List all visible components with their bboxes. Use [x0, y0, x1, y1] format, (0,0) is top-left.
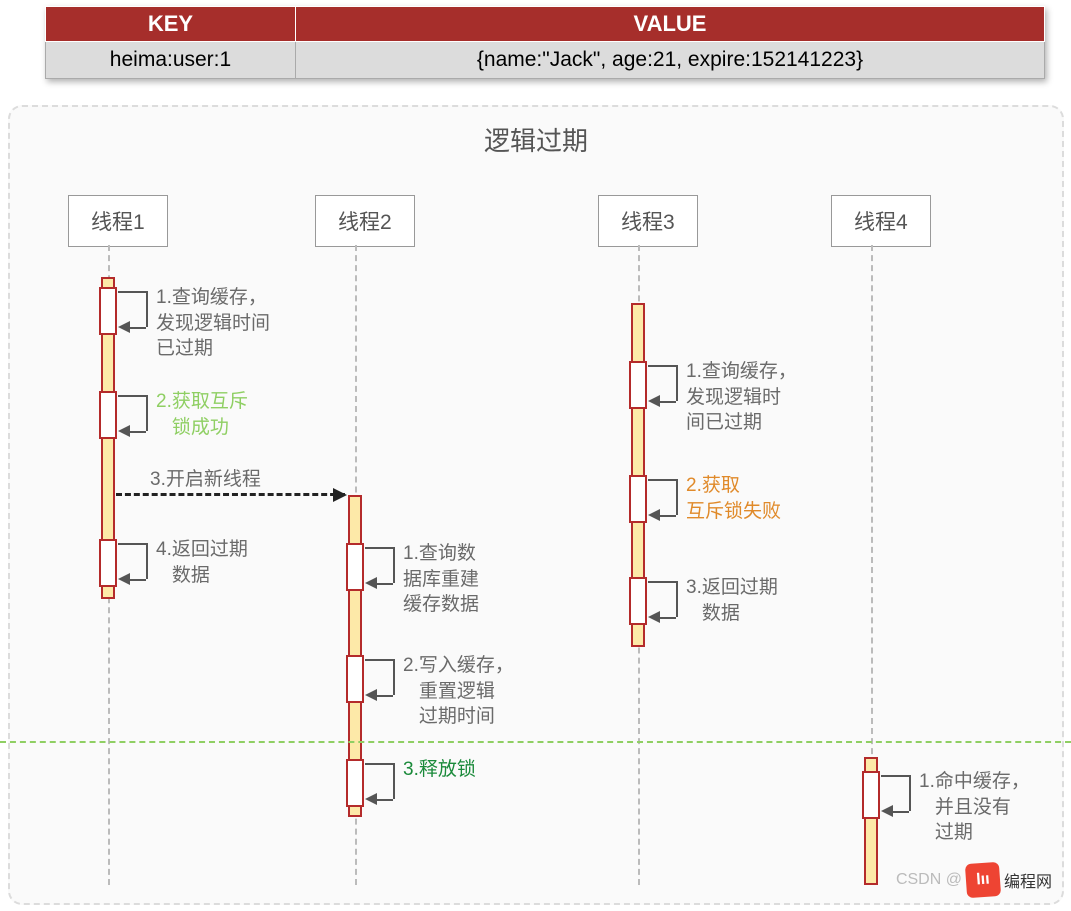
exec-box — [862, 771, 880, 819]
sequence-diagram: 逻辑过期 线程1 线程2 线程3 线程4 1.查询缓存， 发现逻辑时间 已过期 2.获取互… — [8, 105, 1064, 905]
exec-box — [99, 391, 117, 439]
step-label: 2.获取 互斥锁失败 — [686, 473, 781, 524]
step-label: 3.释放锁 — [403, 757, 476, 783]
thread-header-t3: 线程3 — [598, 195, 698, 247]
diagram-title: 逻辑过期 — [10, 107, 1062, 158]
kv-table: KEY VALUE heima:user:1 {name:"Jack", age… — [45, 6, 1045, 79]
exec-box — [629, 577, 647, 625]
watermark: CSDN @ lıı 编程网 — [896, 863, 1052, 897]
step-label: 1.查询缓存， 发现逻辑时 间已过期 — [686, 359, 797, 436]
exec-box — [629, 361, 647, 409]
exec-box — [346, 655, 364, 703]
step-label: 1.命中缓存， 并且没有 过期 — [919, 769, 1030, 846]
logo-icon: lıı — [965, 862, 1001, 898]
exec-box — [346, 759, 364, 807]
thread-header-t1: 线程1 — [68, 195, 168, 247]
phase-divider — [0, 741, 1071, 743]
step-label: 1.查询缓存， 发现逻辑时间 已过期 — [156, 285, 270, 362]
step-label: 3.返回过期 数据 — [686, 575, 778, 626]
td-key: heima:user:1 — [46, 42, 296, 79]
step-label: 1.查询数 据库重建 缓存数据 — [403, 541, 479, 618]
exec-box — [99, 539, 117, 587]
step-label: 4.返回过期 数据 — [156, 537, 248, 588]
step-label: 2.写入缓存， 重置逻辑 过期时间 — [403, 653, 514, 730]
thread-header-t2: 线程2 — [315, 195, 415, 247]
th-value: VALUE — [296, 7, 1045, 42]
exec-box — [629, 475, 647, 523]
exec-box — [346, 543, 364, 591]
step-label: 2.获取互斥 锁成功 — [156, 389, 248, 440]
th-key: KEY — [46, 7, 296, 42]
message-label: 3.开启新线程 — [150, 467, 261, 493]
watermark-brand: 编程网 — [1004, 868, 1052, 892]
exec-box — [99, 287, 117, 335]
watermark-text: CSDN @ — [896, 871, 962, 889]
thread-header-t4: 线程4 — [831, 195, 931, 247]
td-value: {name:"Jack", age:21, expire:152141223} — [296, 42, 1045, 79]
message-arrow — [116, 493, 345, 496]
